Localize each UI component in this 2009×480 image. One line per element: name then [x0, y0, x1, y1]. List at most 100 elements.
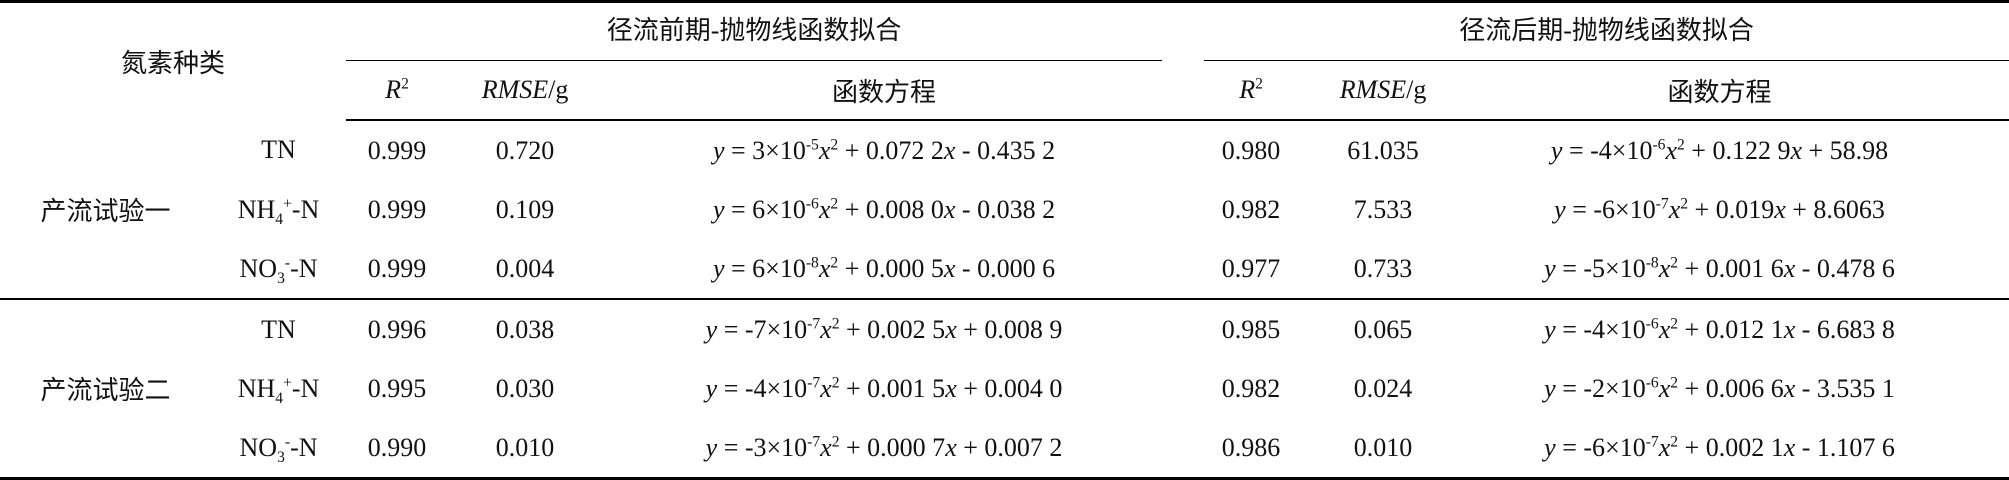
text: TN — [261, 314, 296, 344]
text: 7.533 — [1353, 194, 1413, 224]
text: -N — [291, 373, 320, 403]
text-sup: -7 — [1655, 194, 1669, 212]
data-row: NO3--N 0.999 0.004 y = 6×10-8x2 + 0.000 5x … — [0, 239, 2009, 299]
text: = -5×10 — [1555, 253, 1646, 283]
data-row: NH4+-N 0.999 0.109 y = 6×10-6x2 + 0.008 0x … — [0, 180, 2009, 239]
group-label: 产流试验二 — [0, 298, 211, 479]
text: NO — [239, 253, 278, 283]
text: + 0.002 5 — [839, 314, 946, 344]
value-cell: 0.109 — [448, 180, 602, 239]
text-sup: - — [284, 432, 291, 450]
text-i: x — [1658, 253, 1671, 283]
text: 0.999 — [367, 194, 427, 224]
value-cell: 0.982 — [1166, 359, 1336, 418]
text-i: x — [1783, 373, 1796, 403]
text: - 6.683 8 — [1795, 314, 1895, 344]
text-i: R — [385, 75, 402, 104]
text: + 0.002 1 — [1678, 432, 1784, 462]
text-i: x — [1658, 373, 1671, 403]
text: + 0.012 1 — [1678, 314, 1784, 344]
text: + 0.019 — [1688, 194, 1775, 224]
text-i: x — [1790, 135, 1802, 165]
text-i: x — [820, 314, 832, 344]
value-cell: 0.986 — [1166, 418, 1336, 479]
text: 0.004 — [495, 253, 555, 283]
text: - 0.038 2 — [955, 194, 1056, 224]
value-cell: y = 3×10-5x2 + 0.072 2x - 0.435 2 — [602, 120, 1166, 180]
text-sup: 2 — [1680, 194, 1689, 212]
text: = -6×10 — [1555, 432, 1646, 462]
text-sup: 2 — [830, 194, 839, 212]
text-sub: 3 — [277, 448, 285, 466]
value-cell: 0.010 — [448, 418, 602, 479]
value-cell: y = -3×10-7x2 + 0.000 7x + 0.007 2 — [602, 418, 1166, 479]
value-cell: y = 6×10-8x2 + 0.000 5x - 0.000 6 — [602, 239, 1166, 299]
text-sup: - — [284, 253, 291, 271]
column-header: 函数方程 — [1430, 61, 2009, 121]
text: + 0.008 9 — [956, 314, 1063, 344]
text-i: y — [1554, 194, 1566, 224]
text-sup: -6 — [1645, 314, 1659, 332]
text-i: y — [705, 373, 718, 403]
text: 0.065 — [1353, 314, 1413, 344]
text-sup: 2 — [830, 253, 839, 271]
text: - 0.478 6 — [1795, 253, 1895, 283]
text: - 0.000 6 — [955, 253, 1056, 283]
text: TN — [261, 135, 296, 164]
text: = -3×10 — [717, 432, 808, 462]
text: - 1.107 6 — [1795, 432, 1895, 462]
value-cell: 0.065 — [1336, 298, 1431, 359]
text-i: x — [1668, 194, 1681, 224]
value-cell: 0.733 — [1336, 239, 1430, 299]
data-row: 产流试验二 TN 0.996 0.038 y = -7×10-7x2 + 0.002 5… — [0, 298, 2009, 479]
text-i: x — [1783, 432, 1796, 462]
text: 0.982 — [1221, 373, 1281, 403]
text: /g — [548, 75, 569, 104]
text-i: x — [945, 373, 957, 403]
value-cell: 0.030 — [448, 359, 602, 418]
text: 0.985 — [1221, 314, 1281, 344]
data-row: NH4+-N 0.995 0.030 y = -4×10-7x2 + 0.001 5x… — [0, 359, 2009, 418]
text: 0.982 — [1221, 194, 1281, 224]
text: = -2×10 — [1555, 373, 1646, 403]
species-cell: NH4+-N — [211, 180, 346, 239]
value-cell: 0.990 — [346, 418, 448, 479]
text-sup: 2 — [1670, 253, 1679, 271]
text: NH — [237, 194, 276, 224]
text-i: y — [1544, 314, 1556, 344]
text-sup: -6 — [1652, 135, 1666, 153]
text-i: y — [712, 135, 725, 165]
column-header: R2 — [1166, 61, 1337, 121]
text: -N — [291, 194, 320, 224]
text-sup: + — [283, 373, 292, 391]
text-i: x — [943, 194, 956, 224]
value-cell: 0.985 — [1166, 298, 1337, 359]
species-cell: NH4+-N — [211, 359, 346, 418]
group-header: 径流后期-抛物线函数拟合 — [1166, 2, 2009, 61]
text: = -7×10 — [717, 314, 808, 344]
text: 产流试验一 — [40, 196, 171, 226]
text: 径流前期-抛物线函数拟合 — [606, 16, 902, 45]
value-cell: y = 6×10-6x2 + 0.008 0x - 0.038 2 — [602, 180, 1166, 239]
value-cell: y = -4×10-6x2 + 0.122 9x + 58.98 — [1430, 120, 2009, 180]
text-i: x — [818, 253, 831, 283]
text: 0.010 — [1353, 432, 1413, 462]
value-cell: 0.982 — [1166, 180, 1336, 239]
text-sup: 2 — [1670, 432, 1679, 450]
species-cell: TN — [211, 298, 347, 359]
text: 氮素种类 — [121, 49, 226, 78]
text-i: x — [1658, 314, 1671, 344]
text: -N — [290, 253, 318, 283]
text: + 8.6063 — [1785, 194, 1885, 224]
text: - 0.435 2 — [955, 135, 1056, 165]
text-sup: -8 — [1645, 253, 1659, 271]
text: 0.010 — [495, 432, 555, 462]
text-sup: 2 — [1670, 314, 1679, 332]
text-sup: -7 — [807, 373, 821, 391]
text: + 0.004 0 — [956, 373, 1063, 403]
text-sup: -8 — [805, 253, 819, 271]
text: 0.038 — [495, 314, 555, 344]
column-header: R2 — [346, 61, 449, 121]
text: = -6×10 — [1565, 194, 1656, 224]
text-i: y — [1544, 432, 1556, 462]
